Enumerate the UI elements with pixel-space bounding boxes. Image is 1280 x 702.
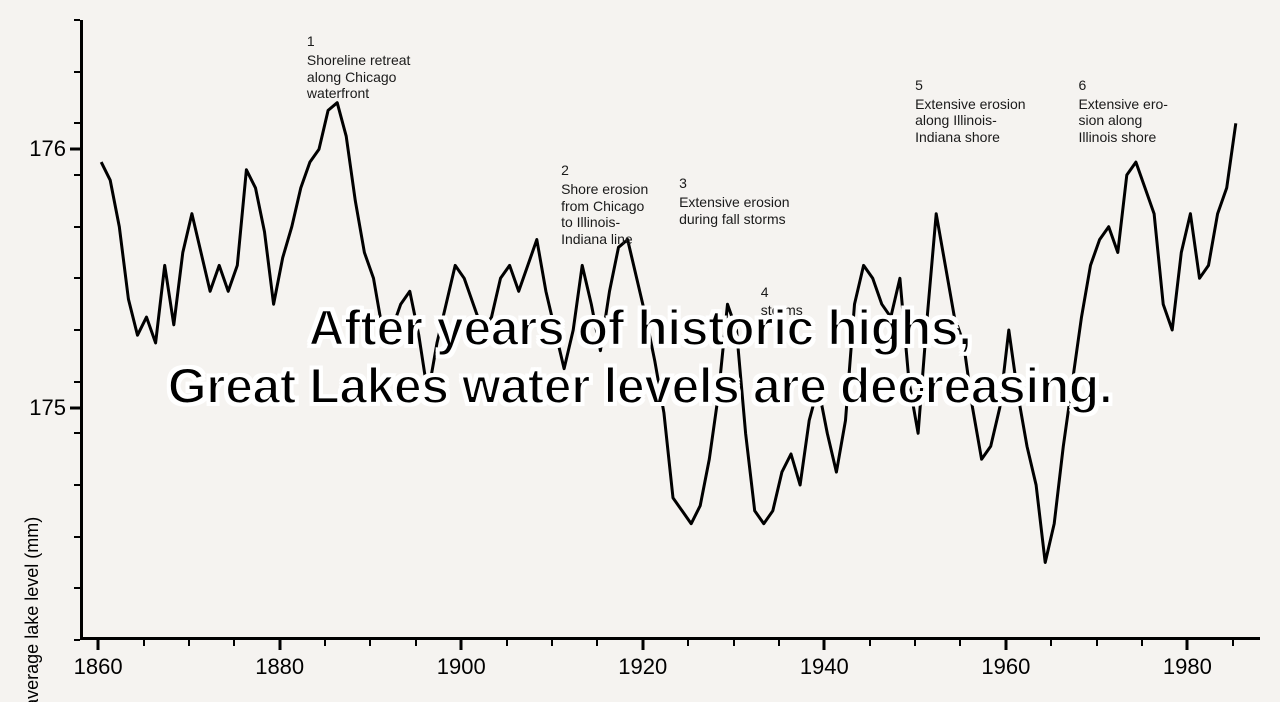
annotation-number: 2 (561, 162, 648, 179)
x-tick-label: 1940 (800, 654, 849, 680)
annotation-number: 5 (915, 77, 1026, 94)
x-tick-minor (551, 640, 553, 646)
y-tick-minor (74, 277, 80, 279)
x-tick-minor (1096, 640, 1098, 646)
x-tick-minor (1141, 640, 1143, 646)
y-tick-minor (74, 432, 80, 434)
y-tick-minor (74, 587, 80, 589)
x-tick-minor (687, 640, 689, 646)
x-tick-minor (1005, 640, 1007, 646)
y-tick-minor (74, 19, 80, 21)
x-tick-label: 1880 (255, 654, 304, 680)
y-tick-minor (74, 639, 80, 641)
annotation-6: 6 Extensive ero-sion alongIllinois shore (1078, 77, 1167, 146)
x-tick-minor (324, 640, 326, 646)
y-tick-mark (70, 406, 80, 409)
x-tick-minor (460, 640, 462, 646)
annotation-3: 3 Extensive erosionduring fall storms (679, 175, 790, 227)
x-tick-label: 1900 (437, 654, 486, 680)
annotation-text: Shore erosionfrom Chicagoto Illinois-Ind… (561, 181, 648, 247)
x-tick-minor (596, 640, 598, 646)
y-tick-minor (74, 226, 80, 228)
x-tick-minor (415, 640, 417, 646)
x-tick-minor (369, 640, 371, 646)
annotation-number: 4 (761, 284, 803, 301)
y-tick-minor (74, 329, 80, 331)
y-tick-minor (74, 71, 80, 73)
x-tick-minor (778, 640, 780, 646)
x-tick-minor (869, 640, 871, 646)
x-tick-minor (1050, 640, 1052, 646)
annotation-1: 1 Shoreline retreatalong Chicagowaterfron… (307, 33, 411, 102)
y-tick-label: 176 (29, 136, 66, 162)
annotation-5: 5 Extensive erosionalong Illinois-Indiana… (915, 77, 1026, 146)
x-tick-minor (506, 640, 508, 646)
x-tick-minor (279, 640, 281, 646)
annotation-number: 3 (679, 175, 790, 192)
x-tick-minor (914, 640, 916, 646)
x-tick-minor (1232, 640, 1234, 646)
lake-level-chart: 175 176 1860 1880 1900 1920 1940 1960 1980 Year… (0, 0, 1280, 702)
annotation-4: 4storms (761, 284, 803, 320)
annotation-text: Extensive erosionalong Illinois-Indiana … (915, 96, 1026, 146)
x-tick-minor (823, 640, 825, 646)
annotation-number: 6 (1078, 77, 1167, 94)
x-tick-label: 1920 (618, 654, 667, 680)
y-axis-title: Yearly average lake level (mm) (22, 517, 43, 702)
y-tick-minor (74, 536, 80, 538)
x-tick-minor (233, 640, 235, 646)
annotation-2: 2 Shore erosionfrom Chicagoto Illinois-In… (561, 162, 648, 248)
y-tick-mark (70, 148, 80, 151)
x-tick-minor (97, 640, 99, 646)
x-tick-minor (143, 640, 145, 646)
annotation-text: Extensive erosionduring fall storms (679, 194, 790, 227)
x-tick-label: 1980 (1163, 654, 1212, 680)
y-tick-label: 175 (29, 395, 66, 421)
annotation-number: 1 (307, 33, 411, 50)
x-tick-label: 1860 (74, 654, 123, 680)
x-tick-minor (959, 640, 961, 646)
annotation-text: Extensive ero-sion alongIllinois shore (1078, 96, 1167, 146)
x-tick-minor (188, 640, 190, 646)
x-tick-minor (733, 640, 735, 646)
y-tick-minor (74, 381, 80, 383)
y-tick-minor (74, 484, 80, 486)
y-tick-minor (74, 174, 80, 176)
x-tick-minor (1186, 640, 1188, 646)
y-tick-minor (74, 122, 80, 124)
x-tick-label: 1960 (981, 654, 1030, 680)
annotation-text: Shoreline retreatalong Chicagowaterfront (307, 52, 411, 102)
annotation-text: storms (761, 302, 803, 318)
x-tick-minor (642, 640, 644, 646)
